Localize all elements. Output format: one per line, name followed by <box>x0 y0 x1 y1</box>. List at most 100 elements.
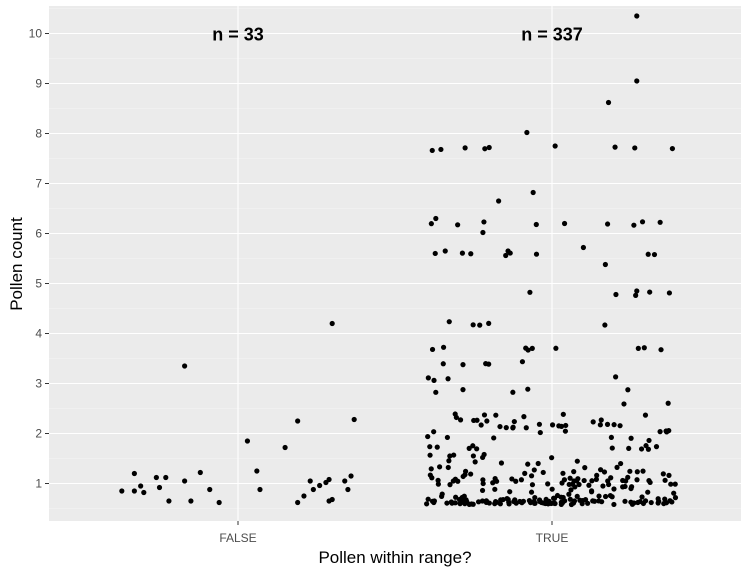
data-point <box>438 146 444 153</box>
data-point <box>326 476 332 483</box>
data-point <box>568 487 574 493</box>
y-tick-label: 7 <box>35 177 42 191</box>
data-point <box>429 147 435 154</box>
data-point <box>560 411 566 417</box>
data-point <box>629 501 636 507</box>
data-point <box>519 359 526 365</box>
data-point <box>526 497 532 504</box>
data-point <box>552 500 558 507</box>
data-point <box>480 480 486 487</box>
data-point <box>671 490 677 496</box>
data-point <box>535 460 541 467</box>
data-point <box>295 499 301 506</box>
data-point <box>444 500 450 506</box>
data-point <box>156 484 163 491</box>
sample-size-annotation: n = 337 <box>521 25 583 45</box>
data-point <box>510 425 516 431</box>
data-point <box>537 429 543 436</box>
data-point <box>481 412 488 418</box>
data-point <box>527 289 533 295</box>
data-point <box>611 486 617 492</box>
data-point <box>549 455 555 461</box>
data-point <box>498 497 504 503</box>
data-point <box>536 421 543 427</box>
data-point <box>567 496 573 502</box>
data-point <box>605 99 612 106</box>
data-point <box>529 482 536 488</box>
y-tick-label: 2 <box>35 427 42 441</box>
data-point <box>614 464 620 470</box>
data-point <box>342 478 348 484</box>
data-point <box>609 445 615 451</box>
data-point <box>477 322 483 328</box>
data-point <box>669 499 675 505</box>
data-point <box>498 460 505 466</box>
data-point <box>549 486 555 492</box>
y-axis-title: Pollen count <box>7 217 26 311</box>
data-point <box>317 482 323 489</box>
data-point <box>612 144 618 150</box>
data-points <box>119 13 679 508</box>
data-point <box>431 429 437 435</box>
y-tick-label: 10 <box>29 27 43 41</box>
data-point <box>466 445 472 451</box>
data-point <box>641 345 647 351</box>
data-point <box>622 498 628 504</box>
data-point <box>257 486 263 493</box>
data-point <box>653 444 660 450</box>
data-point <box>440 361 446 367</box>
data-point <box>596 493 602 499</box>
data-point <box>513 478 519 484</box>
sample-size-annotation: n = 33 <box>212 25 264 45</box>
data-point <box>626 445 632 452</box>
data-point <box>566 491 572 497</box>
data-point <box>662 496 668 502</box>
data-point <box>131 488 137 494</box>
data-point <box>569 481 576 487</box>
data-point <box>216 499 222 506</box>
data-point <box>470 453 476 459</box>
data-point <box>586 482 592 488</box>
data-point <box>503 252 509 259</box>
data-point <box>529 345 535 351</box>
data-point <box>634 288 640 294</box>
data-point <box>609 494 615 500</box>
data-point <box>597 467 604 473</box>
data-point <box>567 475 573 481</box>
data-point <box>620 477 626 484</box>
data-point <box>598 417 604 423</box>
data-point <box>471 417 477 424</box>
data-point <box>617 423 623 429</box>
data-point <box>459 250 466 256</box>
data-point <box>462 145 468 151</box>
data-point <box>613 374 619 380</box>
data-point <box>522 470 528 476</box>
data-point <box>450 478 456 484</box>
data-point <box>640 500 647 507</box>
data-point <box>608 475 614 481</box>
data-point <box>446 458 452 464</box>
data-point <box>657 219 663 225</box>
data-point <box>451 452 457 458</box>
data-point <box>648 499 654 506</box>
data-point <box>474 446 480 452</box>
data-point <box>457 417 464 423</box>
data-point <box>510 389 516 395</box>
data-point <box>509 476 515 482</box>
data-point <box>517 498 523 505</box>
data-point <box>480 477 486 483</box>
data-point <box>661 500 667 507</box>
data-point <box>483 498 489 504</box>
data-point <box>634 469 640 475</box>
data-point <box>660 471 666 477</box>
data-point <box>533 221 539 228</box>
data-point <box>594 472 600 478</box>
data-point <box>486 320 492 326</box>
data-point <box>460 362 466 368</box>
data-point <box>182 363 188 369</box>
data-point <box>606 481 612 488</box>
data-point <box>466 501 472 508</box>
data-point <box>672 495 679 501</box>
data-point <box>497 423 503 430</box>
y-axis-ticks: 1 2 3 4 5 6 7 8 9 10 <box>29 27 49 491</box>
